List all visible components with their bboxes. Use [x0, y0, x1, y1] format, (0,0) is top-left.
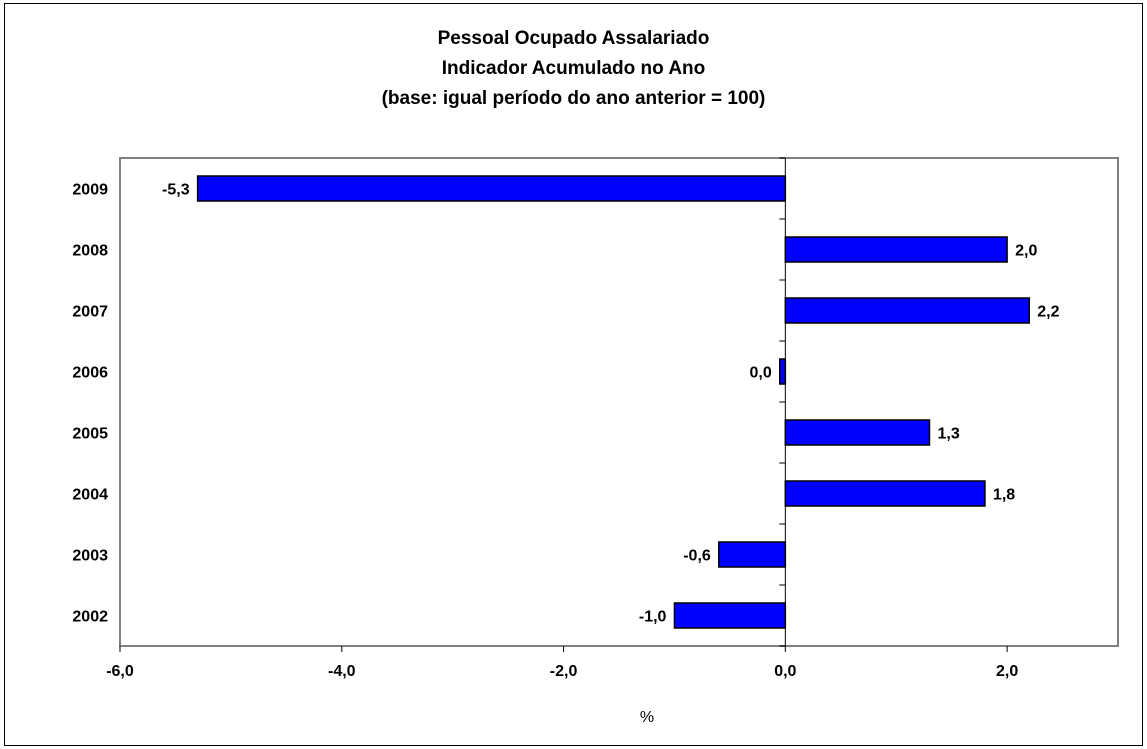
bar-2002 [673, 602, 787, 629]
x-tick-label: 2,0 [996, 663, 1018, 680]
category-label-2005: 2005 [72, 426, 108, 443]
category-label-2003: 2003 [72, 548, 108, 565]
bar-2008 [784, 236, 1008, 263]
bar-2007 [784, 297, 1031, 324]
data-label-2008: 2,0 [1015, 243, 1037, 260]
category-label-2002: 2002 [72, 609, 108, 626]
data-label-2005: 1,3 [937, 426, 959, 443]
chart-title: Pessoal Ocupado Assalariado [437, 28, 710, 49]
category-label-2007: 2007 [72, 304, 108, 321]
data-label-2003: -0,6 [683, 548, 711, 565]
plot-area [119, 157, 1119, 647]
data-label-2004: 1,8 [993, 487, 1015, 504]
bar-2005 [784, 419, 931, 446]
bar-2004 [784, 480, 986, 507]
bar-2009 [196, 175, 787, 202]
x-tick-label: -4,0 [328, 663, 356, 680]
x-tick-label: -2,0 [550, 663, 578, 680]
x-tick-label: 0,0 [774, 663, 796, 680]
data-label-2002: -1,0 [639, 609, 667, 626]
data-label-2009: -5,3 [162, 182, 190, 199]
chart-subtitle: Indicador Acumulado no Ano [441, 58, 706, 79]
bar-2006 [779, 358, 787, 385]
data-label-2007: 2,2 [1037, 304, 1059, 321]
x-axis-label: % [640, 709, 654, 726]
chart-subtitle-base: (base: igual período do ano anterior = 1… [381, 88, 766, 109]
bar-2003 [718, 541, 787, 568]
category-label-2004: 2004 [72, 487, 108, 504]
data-label-2006: 0,0 [750, 365, 772, 382]
x-tick-label: -6,0 [106, 663, 134, 680]
category-label-2008: 2008 [72, 243, 108, 260]
category-label-2009: 2009 [72, 182, 108, 199]
category-label-2006: 2006 [72, 365, 108, 382]
